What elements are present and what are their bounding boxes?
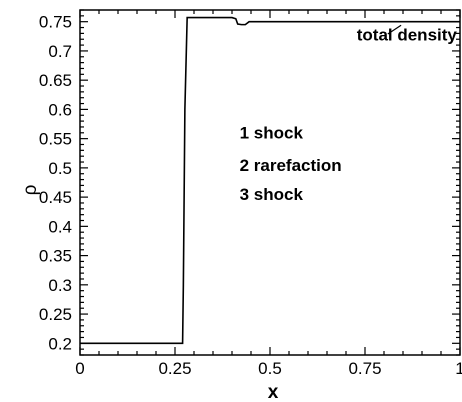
- x-axis-label: x: [268, 382, 279, 402]
- annotation-label: total density: [357, 25, 458, 44]
- annotation-pointer: [387, 24, 402, 35]
- annotation-layer: total density 1 shock 2 rarefaction 3 shock: [240, 24, 458, 204]
- y-tick-label: 0.55: [39, 130, 72, 149]
- series-layer: [80, 16, 460, 345]
- y-tick-label: 0.25: [39, 305, 72, 324]
- plot-frame: [79, 9, 461, 356]
- y-tick-label: 0.7: [48, 42, 72, 61]
- y-tick-label: 0.3: [48, 276, 72, 295]
- x-tick-label: 0: [75, 359, 84, 378]
- annotation-label: 3 shock: [240, 185, 304, 204]
- x-tick-label: 0.75: [348, 359, 381, 378]
- y-tick-label: 0.35: [39, 247, 72, 266]
- x-tick-label: 0.5: [258, 359, 282, 378]
- y-tick-label: 0.4: [48, 217, 72, 236]
- annotation-label: 2 rarefaction: [240, 156, 342, 175]
- y-tick-label: 0.5: [48, 159, 72, 178]
- y-tick-label: 0.75: [39, 13, 72, 32]
- y-axis-label: ρ: [20, 184, 41, 195]
- y-tick-label: 0.6: [48, 100, 72, 119]
- x-tick-label: 0.25: [158, 359, 191, 378]
- series-line-total-density: [80, 16, 460, 345]
- y-tick-label: 0.45: [39, 188, 72, 207]
- annotation-label: 1 shock: [240, 124, 304, 143]
- plot-axes: 0 0.25 0.5 0.75 1 0.2 0.25 0.3 0.35 0.4 0.45 0.5 0.5…: [39, 9, 462, 378]
- y-tick-label: 0.65: [39, 71, 72, 90]
- x-tick-label: 1: [455, 359, 462, 378]
- y-tick-label: 0.2: [48, 334, 72, 353]
